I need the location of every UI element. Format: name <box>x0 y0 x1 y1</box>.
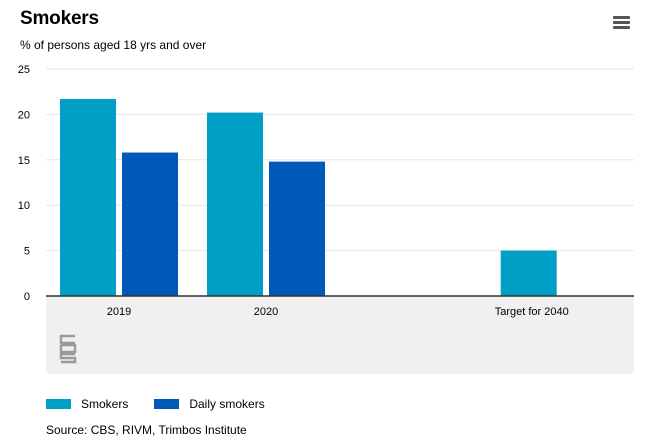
y-tick-label-10: 10 <box>18 200 30 212</box>
hamburger-menu-icon[interactable] <box>612 14 632 32</box>
y-tick-label-25: 25 <box>18 64 30 76</box>
legend-label-daily-smokers: Daily smokers <box>189 397 265 411</box>
bar-daily-smokers-2020[interactable] <box>269 161 325 296</box>
legend-swatch-smokers <box>46 399 71 409</box>
bar-daily-smokers-2019[interactable] <box>122 152 178 296</box>
chart-title: Smokers <box>20 8 99 29</box>
legend-swatch-daily-smokers <box>154 399 180 409</box>
source-note: Source: CBS, RIVM, Trimbos Institute <box>46 423 247 437</box>
chart-subtitle: % of persons aged 18 yrs and over <box>20 38 207 52</box>
legend-label-smokers: Smokers <box>81 397 129 411</box>
y-tick-label-5: 5 <box>24 246 30 258</box>
legend-item-daily-smokers[interactable]: Daily smokers <box>154 397 265 411</box>
y-tick-label-20: 20 <box>18 109 30 121</box>
x-tick-label-1: 2020 <box>254 306 278 318</box>
y-tick-label-0: 0 <box>24 291 30 303</box>
plot-footer-background <box>46 296 634 374</box>
legend-item-smokers[interactable]: Smokers <box>46 397 128 411</box>
legend: Smokers Daily smokers <box>46 397 291 411</box>
y-tick-label-15: 15 <box>18 155 30 167</box>
x-tick-label-0: 2019 <box>107 306 131 318</box>
bar-smokers-2020[interactable] <box>207 112 263 296</box>
x-tick-label-2: Target for 2040 <box>495 306 569 318</box>
cbs-logo-icon <box>59 334 77 364</box>
bar-smokers-2019[interactable] <box>60 98 116 297</box>
bar-smokers-target-for-2040[interactable] <box>500 250 557 296</box>
